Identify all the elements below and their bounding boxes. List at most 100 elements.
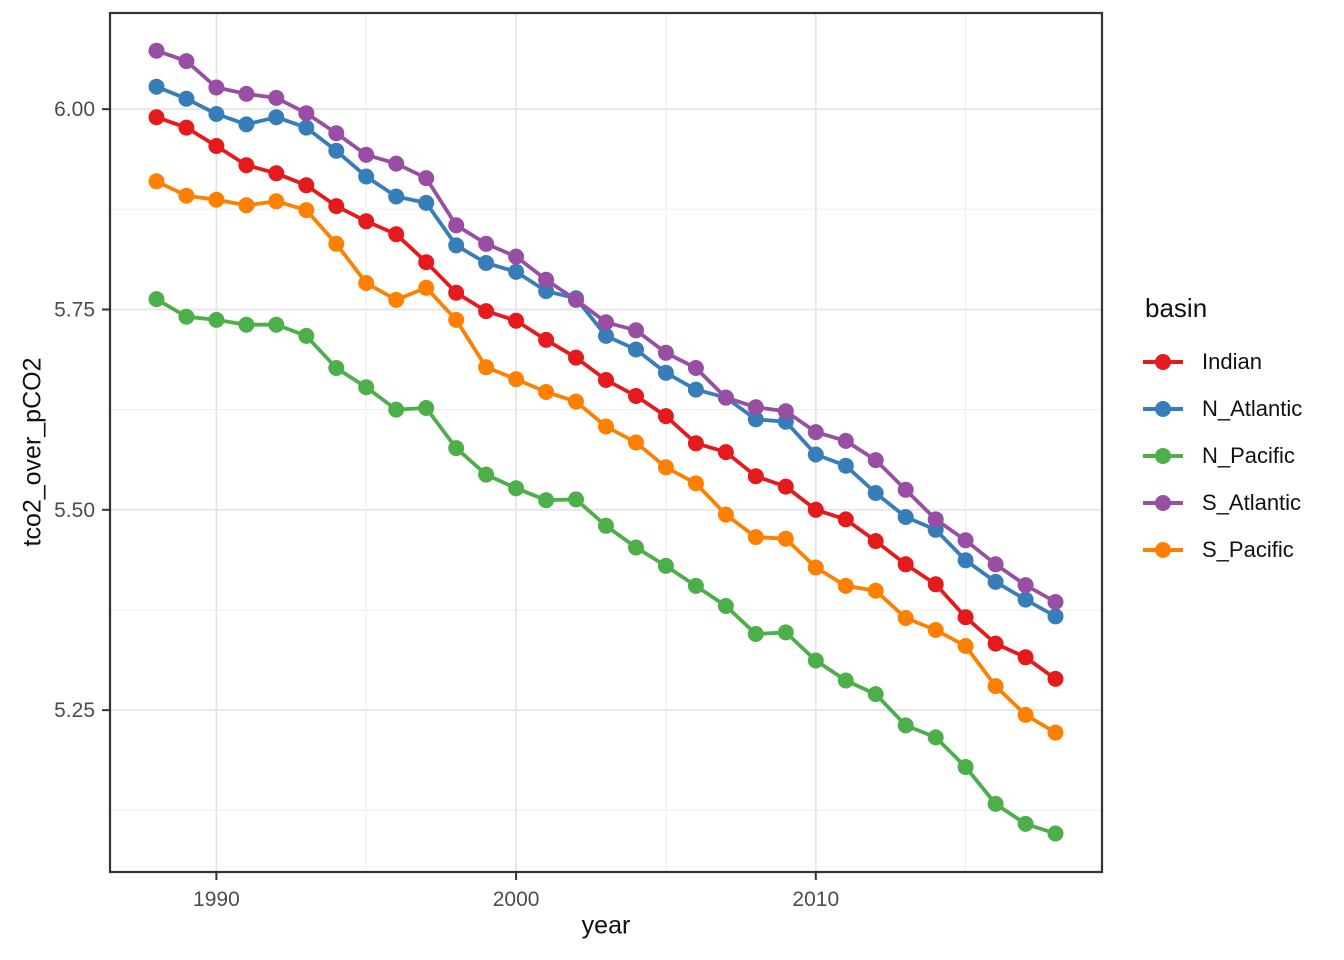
data-point-Indian [807,501,824,518]
data-point-N_Pacific [358,379,375,396]
data-point-N_Atlantic [418,194,435,211]
data-point-S_Pacific [987,678,1004,695]
data-point-N_Atlantic [208,106,225,122]
data-point-Indian [1047,670,1064,687]
legend: basin Indian N_Atlantic N_Pacific S_Atla… [1141,293,1341,573]
legend-key-icon [1143,447,1183,464]
data-point-Indian [178,119,195,136]
data-point-N_Pacific [628,539,644,556]
data-point-S_Pacific [448,311,465,328]
data-point-S_Atlantic [1047,594,1064,610]
legend-item-label: S_Atlantic [1202,489,1302,515]
series-S_Pacific [148,173,1064,741]
data-point-S_Pacific [298,202,315,219]
data-point-S_Atlantic [777,403,794,420]
data-point-S_Atlantic [148,42,165,59]
legend-key-icon [1143,353,1183,370]
legend-item: S_Pacific [1141,526,1341,573]
data-point-S_Atlantic [987,556,1004,573]
data-point-Indian [148,109,165,126]
y-tick-label: 5.25 [54,699,95,722]
data-point-N_Pacific [927,729,944,746]
data-point-Indian [867,533,884,550]
data-point-N_Pacific [747,626,764,642]
data-point-N_Atlantic [298,119,315,136]
y-axis-title: tco2_over_pCO2 [18,357,47,547]
data-point-S_Pacific [328,235,345,252]
data-point-Indian [238,157,255,174]
data-point-N_Atlantic [178,90,195,107]
data-point-S_Atlantic [328,125,345,142]
data-point-N_Pacific [687,577,704,594]
data-point-S_Pacific [897,610,914,626]
data-point-Indian [717,444,734,461]
data-point-S_Atlantic [1017,577,1034,594]
data-point-S_Pacific [837,577,854,594]
data-point-N_Atlantic [388,188,405,205]
data-point-S_Atlantic [538,271,555,288]
data-point-Indian [388,226,405,243]
data-point-N_Pacific [867,686,884,703]
panel-border [108,11,1104,874]
data-point-Indian [358,213,375,230]
data-point-N_Pacific [657,557,674,574]
data-point-N_Pacific [1017,815,1034,832]
panel-background [110,13,1102,872]
data-point-N_Atlantic [837,457,854,474]
data-point-N_Pacific [538,492,555,509]
data-point-S_Atlantic [208,79,225,96]
data-point-S_Atlantic [298,105,315,122]
legend-title: basin [1145,293,1208,323]
y-tick-label: 6.00 [54,98,95,121]
data-point-S_Atlantic [747,399,764,416]
data-point-S_Atlantic [687,360,704,376]
data-point-N_Atlantic [957,552,974,569]
legend-item: S_Atlantic [1141,479,1341,526]
series-Indian [148,109,1064,687]
data-point-S_Pacific [388,291,405,308]
data-point-N_Pacific [388,401,405,418]
data-point-N_Atlantic [478,255,495,271]
data-point-S_Pacific [238,197,255,214]
legend-item-label: N_Atlantic [1202,395,1303,421]
data-point-Indian [598,372,614,388]
data-point-N_Pacific [418,400,435,416]
data-point-S_Pacific [687,475,704,492]
data-point-N_Atlantic [657,364,674,381]
data-point-Indian [777,478,794,495]
data-point-S_Atlantic [238,85,255,102]
legend-item: Indian [1141,338,1341,385]
data-point-S_Pacific [628,434,644,451]
data-point-S_Pacific [807,559,824,576]
x-tick-label: 1990 [193,888,240,911]
data-point-S_Pacific [148,173,165,190]
data-point-S_Atlantic [657,344,674,361]
data-point-S_Atlantic [957,532,974,549]
data-point-N_Atlantic [148,78,165,95]
data-point-S_Pacific [1017,706,1034,723]
y-tick-label: 5.50 [54,499,95,522]
data-point-S_Atlantic [568,291,584,308]
data-point-N_Pacific [298,327,315,344]
legend-item-label: S_Pacific [1202,536,1294,562]
data-point-N_Pacific [268,316,285,333]
data-point-N_Pacific [957,759,974,775]
data-point-Indian [208,138,225,154]
data-point-Indian [628,388,644,404]
data-point-S_Atlantic [628,322,644,339]
legend-item: N_Atlantic [1141,385,1341,432]
x-tick-label: 2010 [792,888,839,911]
data-point-S_Pacific [1047,724,1064,741]
data-point-Indian [1017,649,1034,666]
data-point-S_Atlantic [867,452,884,469]
data-point-N_Atlantic [328,142,345,159]
data-point-N_Atlantic [358,168,375,185]
data-point-N_Atlantic [268,109,285,126]
data-point-N_Pacific [178,308,195,325]
data-point-Indian [657,408,674,425]
data-point-N_Atlantic [1017,591,1034,608]
data-point-S_Pacific [178,187,195,204]
data-point-S_Pacific [538,384,555,400]
data-point-N_Atlantic [687,381,704,398]
data-point-N_Atlantic [238,116,255,133]
